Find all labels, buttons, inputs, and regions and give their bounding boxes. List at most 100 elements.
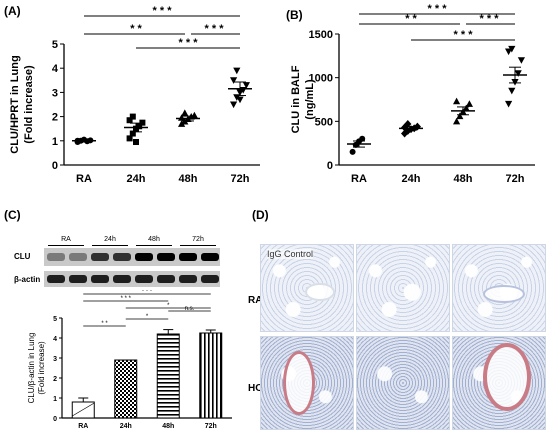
data-point bbox=[230, 77, 238, 84]
y-tick-label: 5 bbox=[52, 39, 58, 51]
data-point bbox=[514, 70, 522, 77]
y-tick-label: 1000 bbox=[309, 73, 333, 85]
x-tick-label: RA bbox=[78, 423, 88, 430]
actin-band bbox=[179, 275, 197, 283]
data-point bbox=[133, 139, 139, 146]
clu-band bbox=[47, 253, 65, 261]
igg-control-label: IgG Control bbox=[267, 249, 314, 259]
data-point bbox=[190, 111, 198, 119]
data-point bbox=[404, 120, 412, 128]
panel-label-d: (D) bbox=[252, 208, 269, 222]
blot-row-label-actin: β-actin bbox=[14, 275, 41, 284]
y-tick-label: 2 bbox=[52, 112, 58, 124]
chart-c: 0 1 2 3 4 5 RA 24h 48h 72h CLU/β-actin in Lung(Fol… bbox=[27, 290, 232, 430]
histology-panel: RA HO IgG Control bbox=[248, 240, 550, 432]
y-tick-label: 5 bbox=[53, 316, 57, 323]
y-tick-label: 1 bbox=[52, 136, 58, 148]
significance-label: * * * bbox=[142, 290, 153, 295]
y-axis-label: CLU/β-actin in Lung(Fold increase) bbox=[27, 333, 46, 404]
clu-band bbox=[157, 253, 175, 261]
panel-label-c: (C) bbox=[4, 208, 21, 222]
actin-band bbox=[91, 275, 109, 283]
data-point bbox=[462, 104, 470, 112]
micrograph-ho-1 bbox=[356, 336, 450, 430]
data-point bbox=[517, 57, 525, 64]
blot-group-underline bbox=[180, 245, 216, 246]
data-point bbox=[453, 97, 461, 105]
significance-label: * * * bbox=[179, 37, 199, 49]
data-point bbox=[456, 112, 464, 120]
data-point bbox=[129, 113, 136, 120]
data-point bbox=[126, 117, 133, 124]
blot-group-underline bbox=[136, 245, 172, 246]
data-point bbox=[508, 45, 516, 53]
bar bbox=[199, 332, 223, 419]
x-tick-label: RA bbox=[351, 173, 367, 185]
data-point bbox=[178, 120, 186, 127]
stained-vessel bbox=[483, 343, 531, 411]
bar bbox=[114, 359, 138, 419]
data-point bbox=[236, 96, 244, 104]
micrograph-ho-2 bbox=[452, 336, 546, 430]
x-tick-label: RA bbox=[76, 173, 92, 185]
significance-label: * * * bbox=[428, 3, 448, 15]
blot-group-label: 72h bbox=[192, 236, 204, 243]
data-point bbox=[126, 135, 133, 142]
chart-b: 0 500 1000 1500 RA 24h 48h 72h CLU in BALF (ng/mL… bbox=[290, 3, 535, 185]
data-point bbox=[349, 148, 356, 155]
bar bbox=[156, 333, 180, 419]
significance-label: * * * bbox=[153, 5, 173, 17]
data-point bbox=[359, 135, 366, 142]
blot-group-label: RA bbox=[61, 236, 71, 243]
panel-label-a: (A) bbox=[4, 4, 21, 18]
micrograph-ra-1 bbox=[356, 244, 450, 332]
significance-label: * * * bbox=[480, 13, 500, 25]
data-point bbox=[181, 109, 189, 116]
y-tick-label: 4 bbox=[53, 336, 57, 343]
significance-label: * * bbox=[130, 23, 142, 35]
y-tick-label: 2 bbox=[53, 376, 57, 383]
data-point bbox=[233, 67, 241, 75]
airway-structure bbox=[305, 283, 335, 301]
y-axis-label: CLU in BALF (ng/mL) bbox=[290, 65, 316, 133]
x-tick-label: 72h bbox=[205, 423, 217, 430]
clu-band bbox=[135, 253, 153, 261]
y-tick-label: 1 bbox=[53, 396, 57, 403]
histology-row-label-ra: RA bbox=[248, 295, 263, 306]
micrograph-ra-2 bbox=[452, 244, 546, 332]
clu-band bbox=[91, 253, 109, 261]
significance-label: * * * bbox=[454, 29, 474, 41]
significance-label: * bbox=[167, 303, 170, 309]
y-tick-label: 4 bbox=[52, 63, 59, 75]
data-point bbox=[505, 48, 513, 56]
x-tick-label: 72h bbox=[231, 173, 250, 185]
blot-row-label-clu: CLU bbox=[14, 252, 31, 261]
clu-band bbox=[113, 253, 131, 261]
y-tick-label: 3 bbox=[53, 356, 57, 363]
data-point bbox=[465, 100, 473, 107]
x-tick-label: 24h bbox=[402, 173, 421, 185]
y-tick-label: 500 bbox=[315, 116, 333, 128]
micrograph-ho-control bbox=[260, 336, 354, 430]
x-tick-label: 48h bbox=[454, 173, 473, 185]
x-tick-label: 24h bbox=[127, 173, 146, 185]
x-tick-label: 72h bbox=[506, 173, 525, 185]
actin-band bbox=[113, 275, 131, 283]
x-tick-label: 24h bbox=[120, 423, 132, 430]
actin-band bbox=[135, 275, 153, 283]
y-axis-label: CLU/HPRT in Lung (Fold increase) bbox=[9, 55, 35, 153]
data-point bbox=[129, 130, 136, 137]
data-point bbox=[505, 100, 513, 108]
clu-band bbox=[201, 253, 219, 261]
data-point bbox=[136, 123, 143, 130]
y-tick-label: 3 bbox=[52, 87, 58, 99]
actin-band bbox=[69, 275, 87, 283]
actin-band bbox=[47, 275, 65, 283]
significance-label: * * * bbox=[205, 23, 225, 35]
significance-label: * bbox=[146, 314, 149, 320]
actin-band bbox=[157, 275, 175, 283]
blot-band-strip-actin bbox=[44, 271, 220, 287]
western-blot: CLU β-actin RA 24h 48h 72h bbox=[0, 228, 250, 290]
y-tick-label: 1500 bbox=[309, 29, 333, 41]
airway-structure bbox=[483, 285, 525, 303]
